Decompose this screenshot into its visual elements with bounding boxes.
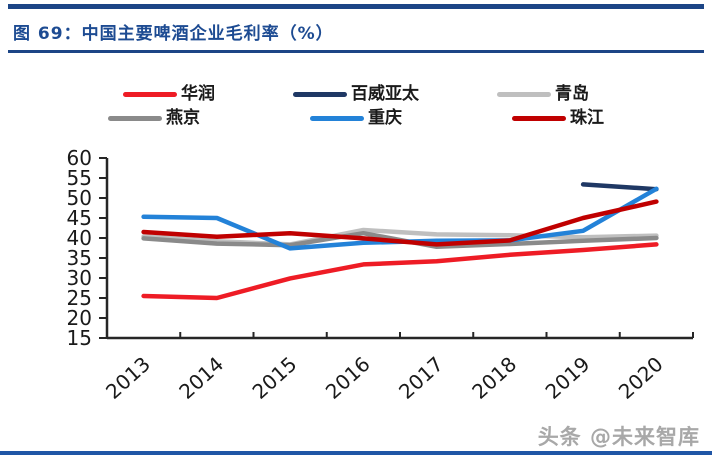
y-tick-label: 45 xyxy=(67,206,92,230)
x-tick-label: 2017 xyxy=(394,352,448,404)
legend-swatch-燕京 xyxy=(108,116,162,121)
legend-label: 百威亚太 xyxy=(351,84,419,104)
figure-label: 图 69： xyxy=(13,24,82,44)
legend-row-1: 华润 百威亚太 青岛 xyxy=(0,86,712,103)
series-line-珠江 xyxy=(141,199,659,247)
legend-item-百威亚太[interactable]: 百威亚太 xyxy=(293,86,419,103)
legend-label: 青岛 xyxy=(555,84,589,104)
y-tick-label: 50 xyxy=(67,186,92,210)
legend-swatch-百威亚太 xyxy=(293,92,347,97)
y-tick-label: 30 xyxy=(67,266,92,290)
x-tick-label: 2016 xyxy=(321,352,375,404)
y-tick-label: 60 xyxy=(67,148,92,170)
x-tick-label: 2013 xyxy=(101,352,155,404)
legend-swatch-青岛 xyxy=(497,92,551,97)
x-tick-label: 2020 xyxy=(614,352,668,404)
series-line-百威亚太 xyxy=(580,182,659,192)
legend-label: 华润 xyxy=(181,84,215,104)
y-tick-label: 35 xyxy=(67,246,92,270)
legend-item-燕京[interactable]: 燕京 xyxy=(108,110,200,127)
y-tick-label: 20 xyxy=(67,306,92,330)
y-tick-label: 25 xyxy=(67,286,92,310)
legend-item-珠江[interactable]: 珠江 xyxy=(512,110,604,127)
legend-item-青岛[interactable]: 青岛 xyxy=(497,86,589,103)
legend-item-华润[interactable]: 华润 xyxy=(123,86,215,103)
legend-swatch-华润 xyxy=(123,92,177,97)
y-tick-label: 55 xyxy=(67,166,92,190)
y-tick-label: 40 xyxy=(67,226,92,250)
legend-label: 燕京 xyxy=(166,108,200,128)
x-tick-label: 2018 xyxy=(467,352,521,404)
watermark: 头条 @未来智库 xyxy=(537,425,700,449)
y-tick-label: 15 xyxy=(67,326,92,350)
legend-label: 重庆 xyxy=(368,108,402,128)
top-divider xyxy=(8,4,704,9)
x-tick-label: 2014 xyxy=(174,352,228,404)
legend-swatch-珠江 xyxy=(512,116,566,121)
title-divider xyxy=(8,50,704,53)
x-tick-label: 2019 xyxy=(541,352,595,404)
legend-item-重庆[interactable]: 重庆 xyxy=(310,110,402,127)
series-line-华润 xyxy=(141,242,659,301)
figure-title: 图 69：中国主要啤酒企业毛利率（%） xyxy=(13,19,334,44)
figure-title-text: 中国主要啤酒企业毛利率（%） xyxy=(81,24,334,44)
legend-swatch-重庆 xyxy=(310,116,364,121)
legend-row-2: 燕京 重庆 珠江 xyxy=(0,110,712,127)
bottom-divider xyxy=(0,451,712,455)
legend-label: 珠江 xyxy=(570,108,604,128)
x-tick-label: 2015 xyxy=(248,352,302,404)
